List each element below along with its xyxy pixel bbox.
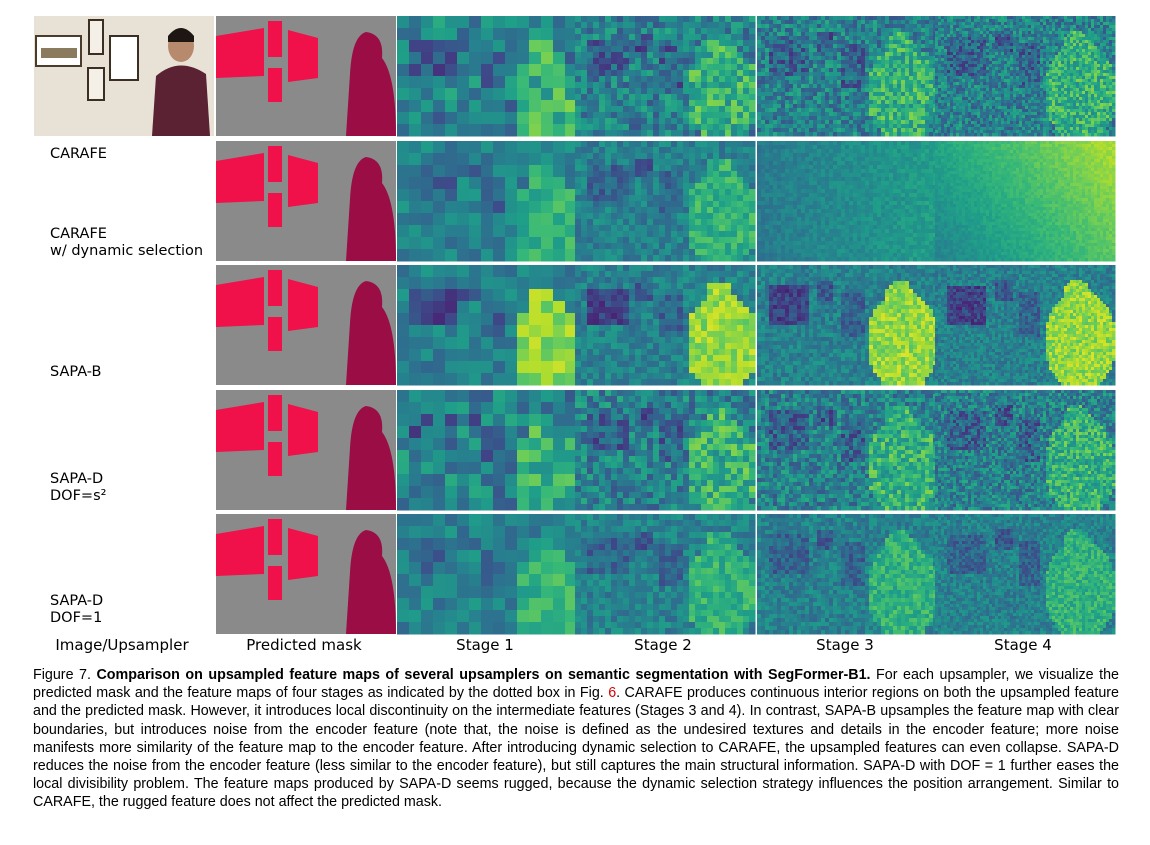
col-label-mask: Predicted mask bbox=[216, 636, 392, 654]
col-label-stage1: Stage 1 bbox=[397, 636, 573, 654]
feature-map bbox=[575, 265, 756, 386]
feature-map bbox=[575, 514, 756, 635]
predicted-mask bbox=[216, 16, 396, 136]
caption-prefix: Figure 7. bbox=[33, 667, 96, 683]
feature-map bbox=[757, 514, 938, 635]
row-label-sapa-d-1: SAPA-D DOF=1 bbox=[50, 593, 103, 627]
feature-map bbox=[575, 390, 756, 511]
feature-map bbox=[397, 514, 578, 635]
figure-caption: Figure 7. Comparison on upsampled featur… bbox=[33, 666, 1119, 812]
feature-map bbox=[935, 265, 1116, 386]
predicted-mask bbox=[216, 141, 396, 261]
predicted-mask bbox=[216, 390, 396, 510]
feature-map bbox=[397, 265, 578, 386]
feature-map bbox=[935, 16, 1116, 137]
feature-map bbox=[935, 141, 1116, 262]
row-label-carafe: CARAFE bbox=[50, 146, 107, 163]
feature-map bbox=[757, 265, 938, 386]
feature-map bbox=[757, 141, 938, 262]
feature-map bbox=[757, 16, 938, 137]
predicted-mask bbox=[216, 514, 396, 634]
col-label-stage4: Stage 4 bbox=[935, 636, 1111, 654]
row-label-sapa-d-s2: SAPA-D DOF=s² bbox=[50, 471, 106, 505]
feature-map bbox=[575, 141, 756, 262]
col-label-image: Image/Upsampler bbox=[34, 636, 210, 654]
feature-map bbox=[397, 141, 578, 262]
feature-map bbox=[397, 16, 578, 137]
figure-grid: CARAFE CARAFE w/ dynamic selection SAPA-… bbox=[0, 0, 1150, 660]
col-label-stage2: Stage 2 bbox=[575, 636, 751, 654]
feature-map bbox=[935, 390, 1116, 511]
feature-map bbox=[397, 390, 578, 511]
row-label-sapa-b: SAPA-B bbox=[50, 364, 101, 381]
predicted-mask bbox=[216, 265, 396, 385]
col-label-stage3: Stage 3 bbox=[757, 636, 933, 654]
row-label-carafe-dynamic: CARAFE w/ dynamic selection bbox=[50, 226, 203, 260]
caption-title: Comparison on upsampled feature maps of … bbox=[96, 667, 870, 683]
caption-figure-ref[interactable]: 6 bbox=[608, 685, 616, 701]
feature-map bbox=[575, 16, 756, 137]
feature-map bbox=[757, 390, 938, 511]
caption-body-2: . CARAFE produces continuous interior re… bbox=[33, 685, 1119, 810]
figure-panels bbox=[0, 0, 1150, 640]
feature-map bbox=[935, 514, 1116, 635]
input-photo bbox=[34, 16, 214, 136]
